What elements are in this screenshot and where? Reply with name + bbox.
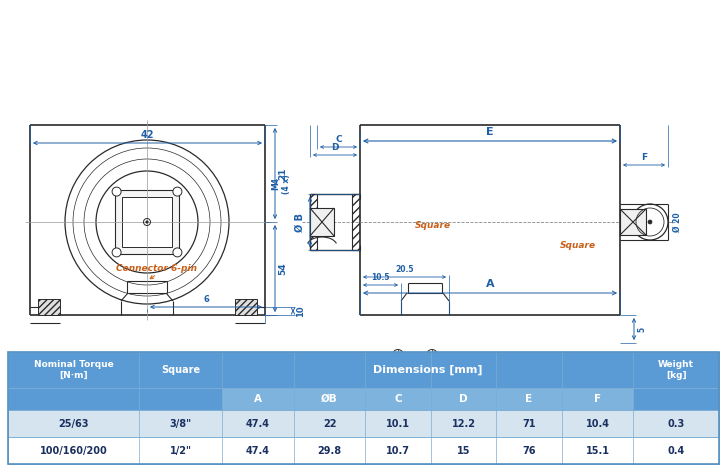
Text: 10: 10 — [296, 305, 305, 317]
Text: 9.5: 9.5 — [409, 365, 422, 374]
Circle shape — [146, 221, 148, 223]
Bar — [122, 197, 172, 247]
Text: 15.1: 15.1 — [585, 446, 609, 455]
Bar — [310, 208, 334, 236]
Text: 10.4: 10.4 — [585, 419, 609, 429]
Text: 47.4: 47.4 — [246, 446, 270, 455]
Text: 100/160/200: 100/160/200 — [40, 446, 108, 455]
Text: A: A — [254, 394, 262, 404]
Text: 20.5: 20.5 — [395, 265, 414, 274]
Text: 10.7: 10.7 — [386, 446, 410, 455]
Bar — [115, 190, 179, 254]
Text: M4
(4 x): M4 (4 x) — [271, 174, 291, 194]
Bar — [8, 410, 719, 437]
Bar — [352, 194, 360, 250]
Text: Weight
[kg]: Weight [kg] — [658, 360, 694, 379]
Text: F: F — [641, 153, 647, 162]
Circle shape — [632, 204, 668, 240]
Bar — [38, 299, 60, 315]
Text: 10.1: 10.1 — [386, 419, 410, 429]
Text: 54: 54 — [278, 262, 287, 275]
Text: Square: Square — [415, 221, 451, 230]
Text: E: E — [486, 127, 494, 137]
Text: 3/8": 3/8" — [169, 419, 192, 429]
Bar — [8, 388, 222, 410]
Text: C: C — [394, 394, 402, 404]
Bar — [235, 299, 257, 315]
Text: D: D — [459, 394, 468, 404]
Circle shape — [648, 220, 652, 224]
Text: D: D — [332, 143, 339, 152]
Bar — [620, 209, 646, 235]
Text: 76: 76 — [522, 446, 536, 455]
Text: 5: 5 — [637, 326, 646, 332]
Text: E: E — [526, 394, 533, 404]
Bar — [633, 388, 719, 410]
Text: Connector 6-pin: Connector 6-pin — [116, 264, 198, 273]
Text: Test side: Test side — [638, 365, 686, 375]
Text: 71: 71 — [522, 419, 536, 429]
Circle shape — [112, 248, 121, 257]
Bar — [8, 352, 719, 388]
Text: 0.3: 0.3 — [667, 419, 685, 429]
Text: Square: Square — [161, 365, 200, 375]
Text: F: F — [594, 394, 601, 404]
Circle shape — [112, 187, 121, 196]
Text: 6: 6 — [203, 295, 209, 304]
Text: 29.8: 29.8 — [318, 446, 342, 455]
Text: Drive side: Drive side — [305, 365, 360, 375]
Text: 0.4: 0.4 — [667, 446, 685, 455]
Text: 25/63: 25/63 — [58, 419, 89, 429]
Text: 42: 42 — [141, 130, 154, 140]
Text: Ø 20: Ø 20 — [673, 212, 682, 232]
Bar — [8, 437, 719, 464]
Text: C: C — [335, 135, 342, 144]
Text: Square: Square — [560, 241, 596, 250]
Text: Ø B: Ø B — [295, 212, 305, 232]
Text: A: A — [486, 279, 494, 289]
Text: 1/2": 1/2" — [169, 446, 192, 455]
Bar — [8, 352, 719, 464]
Text: 22: 22 — [323, 419, 337, 429]
Circle shape — [173, 187, 182, 196]
Text: 12.2: 12.2 — [451, 419, 475, 429]
Text: 10.5: 10.5 — [371, 273, 390, 282]
Text: 21: 21 — [278, 167, 287, 180]
Text: ØB: ØB — [321, 394, 338, 404]
Text: Dimensions [mm]: Dimensions [mm] — [373, 365, 483, 375]
Text: 47.4: 47.4 — [246, 419, 270, 429]
Circle shape — [173, 248, 182, 257]
Bar — [310, 194, 317, 250]
Text: 15: 15 — [457, 446, 470, 455]
Bar — [222, 388, 633, 410]
Text: Nominal Torque
[N·m]: Nominal Torque [N·m] — [33, 360, 113, 379]
